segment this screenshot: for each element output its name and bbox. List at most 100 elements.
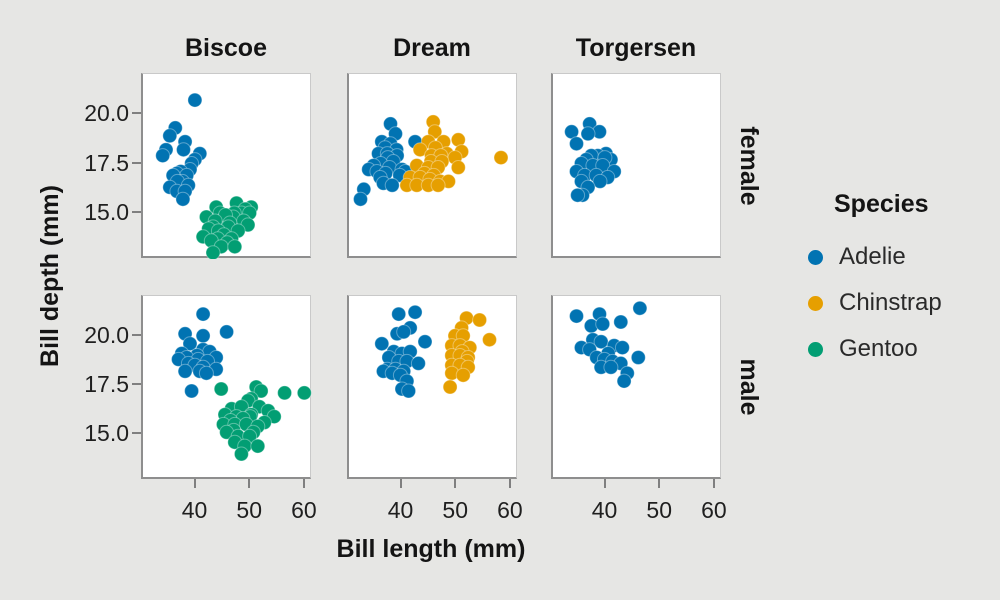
data-point-adelie: [410, 355, 426, 371]
y-tick-label: 17.5: [84, 149, 129, 176]
data-point-adelie: [195, 306, 211, 322]
y-tick-mark: [132, 432, 141, 435]
data-point-chinstrap: [412, 142, 428, 158]
data-point-adelie: [219, 324, 235, 340]
y-tick-label: 17.5: [84, 371, 129, 398]
data-point-adelie: [595, 158, 611, 173]
x-tick-label: 60: [701, 497, 727, 523]
data-point-adelie: [353, 191, 368, 207]
data-point-adelie: [184, 383, 200, 399]
data-point-gentoo: [233, 446, 249, 462]
data-point-adelie: [632, 300, 648, 316]
panel-dream-male: [347, 295, 517, 479]
scatter-plot-area-dream-male: [374, 304, 497, 399]
data-point-gentoo: [205, 245, 221, 259]
facet-column-title-biscoe: Biscoe: [185, 34, 267, 62]
x-tick-mark: [248, 479, 251, 488]
x-tick-label: 40: [591, 497, 618, 523]
scatter-plot-area-torgersen-female: [564, 116, 622, 203]
data-point-chinstrap: [455, 367, 471, 383]
data-point-adelie: [580, 126, 596, 142]
scatter-plot-area-biscoe-male: [171, 306, 312, 462]
facet-column-title-dream: Dream: [393, 34, 471, 62]
panel-biscoe-male: [141, 295, 312, 479]
data-point-adelie: [396, 324, 412, 340]
x-tick-mark: [193, 479, 196, 488]
data-point-adelie: [195, 328, 211, 344]
data-point-gentoo: [250, 438, 266, 454]
x-tick-label: 50: [236, 497, 263, 523]
legend-dot-gentoo-icon: [808, 341, 823, 357]
data-point-adelie: [155, 148, 171, 164]
data-point-adelie: [569, 136, 584, 152]
x-tick-label: 50: [646, 497, 673, 523]
y-tick-label: 20.0: [84, 100, 129, 126]
x-tick-label: 60: [291, 497, 317, 523]
data-point-adelie: [616, 373, 632, 389]
x-tick-label: 50: [442, 497, 469, 523]
x-tick-mark: [658, 479, 661, 488]
legend-title: Species: [834, 190, 929, 218]
panel-torgersen-male: [551, 295, 721, 479]
y-tick-mark: [132, 211, 141, 214]
data-point-adelie: [569, 308, 584, 324]
data-point-adelie: [401, 383, 417, 399]
data-point-gentoo: [296, 385, 312, 401]
data-point-adelie: [630, 350, 646, 365]
data-point-adelie: [593, 334, 609, 350]
data-point-chinstrap: [472, 312, 488, 328]
legend-item-label: Gentoo: [839, 335, 918, 362]
x-tick-mark: [454, 479, 457, 488]
y-tick-mark: [132, 112, 141, 114]
data-point-chinstrap: [493, 150, 509, 166]
data-point-chinstrap: [427, 124, 443, 140]
legend-dot-chinstrap-icon: [808, 295, 823, 311]
panel-torgersen-female: [551, 73, 721, 258]
data-point-adelie: [182, 336, 198, 352]
y-tick-mark: [132, 161, 141, 164]
y-tick-label: 15.0: [84, 199, 129, 226]
y-tick-mark: [132, 383, 141, 386]
data-point-adelie: [592, 173, 608, 189]
legend-item-label: Chinstrap: [839, 289, 942, 316]
x-tick-label: 40: [387, 497, 414, 523]
data-point-adelie: [198, 365, 214, 381]
legend-item-label: Adelie: [839, 243, 906, 270]
data-point-chinstrap: [430, 177, 446, 193]
data-point-adelie: [374, 336, 390, 352]
scatter-plot-area-biscoe-female: [155, 92, 259, 259]
data-point-chinstrap: [442, 379, 458, 395]
x-axis-title: Bill length (mm): [336, 535, 526, 563]
data-point-adelie: [162, 128, 178, 144]
facet-column-title-torgersen: Torgersen: [575, 34, 697, 62]
facet-row-label-female: female: [735, 125, 763, 206]
data-point-adelie: [614, 340, 630, 356]
data-point-adelie: [187, 92, 203, 108]
scatter-plot-area-torgersen-male: [569, 300, 648, 389]
data-point-adelie: [176, 142, 191, 158]
data-point-adelie: [391, 306, 407, 322]
legend-item-chinstrap: Chinstrap: [808, 288, 942, 318]
data-point-adelie: [177, 363, 193, 379]
data-point-chinstrap: [482, 332, 497, 348]
data-point-adelie: [384, 177, 400, 193]
data-point-adelie: [175, 191, 191, 207]
x-tick-mark: [712, 479, 715, 488]
x-tick-mark: [302, 479, 305, 488]
panel-dream-female: [347, 73, 517, 258]
scatter-plot-area-dream-female: [353, 114, 509, 207]
panel-biscoe-female: [141, 73, 311, 259]
data-point-adelie: [613, 314, 629, 330]
x-tick-label: 40: [181, 497, 208, 523]
data-point-gentoo: [253, 383, 269, 399]
data-point-adelie: [595, 316, 611, 332]
data-point-gentoo: [277, 385, 293, 401]
data-point-adelie: [407, 304, 423, 320]
data-point-adelie: [570, 187, 586, 203]
x-tick-label: 60: [497, 497, 523, 523]
data-point-gentoo: [213, 381, 229, 397]
data-point-adelie: [603, 359, 619, 375]
x-tick-mark: [508, 479, 511, 488]
data-point-adelie: [417, 334, 433, 350]
